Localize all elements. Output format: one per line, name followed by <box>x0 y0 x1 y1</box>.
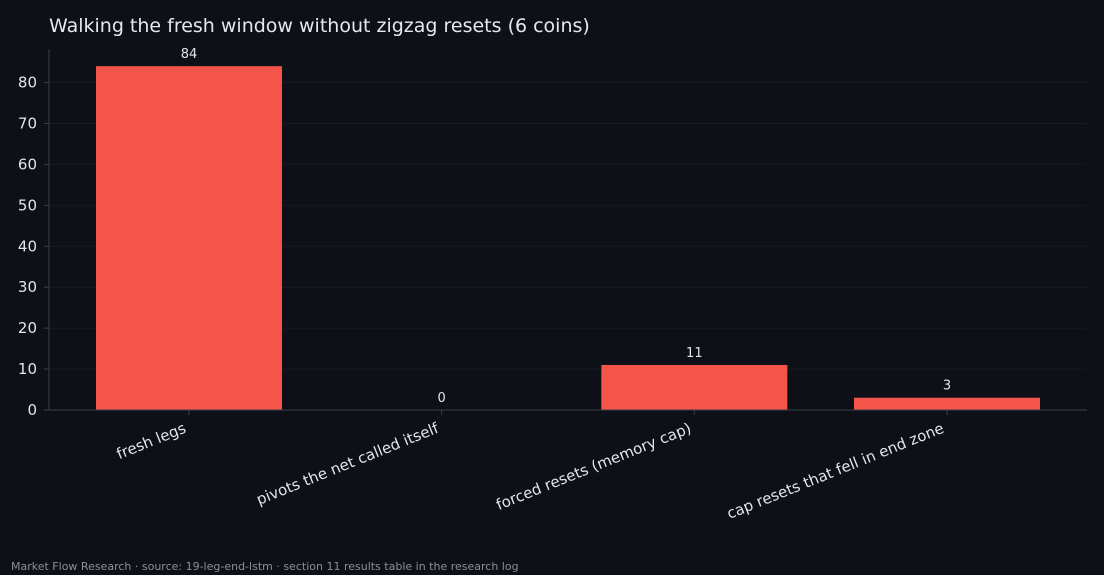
y-tick-label: 50 <box>18 196 37 214</box>
y-tick-label: 30 <box>18 278 37 296</box>
x-category-label: pivots the net called itself <box>254 419 442 509</box>
bar <box>854 397 1040 410</box>
axes <box>44 49 1087 415</box>
footer-note: Market Flow Research · source: 19-leg-en… <box>11 560 519 573</box>
y-tick-label: 80 <box>18 74 37 92</box>
data-label: 84 <box>181 47 198 62</box>
bars <box>96 66 1040 410</box>
bar <box>601 364 788 410</box>
y-tick-label: 60 <box>18 155 37 173</box>
data-label: 3 <box>943 379 951 394</box>
y-tick-label: 10 <box>18 360 37 378</box>
data-label: 11 <box>686 346 703 361</box>
x-category-label: fresh legs <box>114 419 189 463</box>
y-tick-label: 0 <box>27 401 37 419</box>
y-tick-label: 70 <box>18 114 37 132</box>
data-label: 0 <box>438 391 446 406</box>
y-tick-label: 40 <box>18 237 37 255</box>
x-category-label: forced resets (memory cap) <box>494 419 694 514</box>
y-tick-label: 20 <box>18 319 37 337</box>
chart-title: Walking the fresh window without zigzag … <box>49 15 590 37</box>
x-category-label: cap resets that fell in end zone <box>724 419 946 523</box>
bar <box>96 66 282 410</box>
